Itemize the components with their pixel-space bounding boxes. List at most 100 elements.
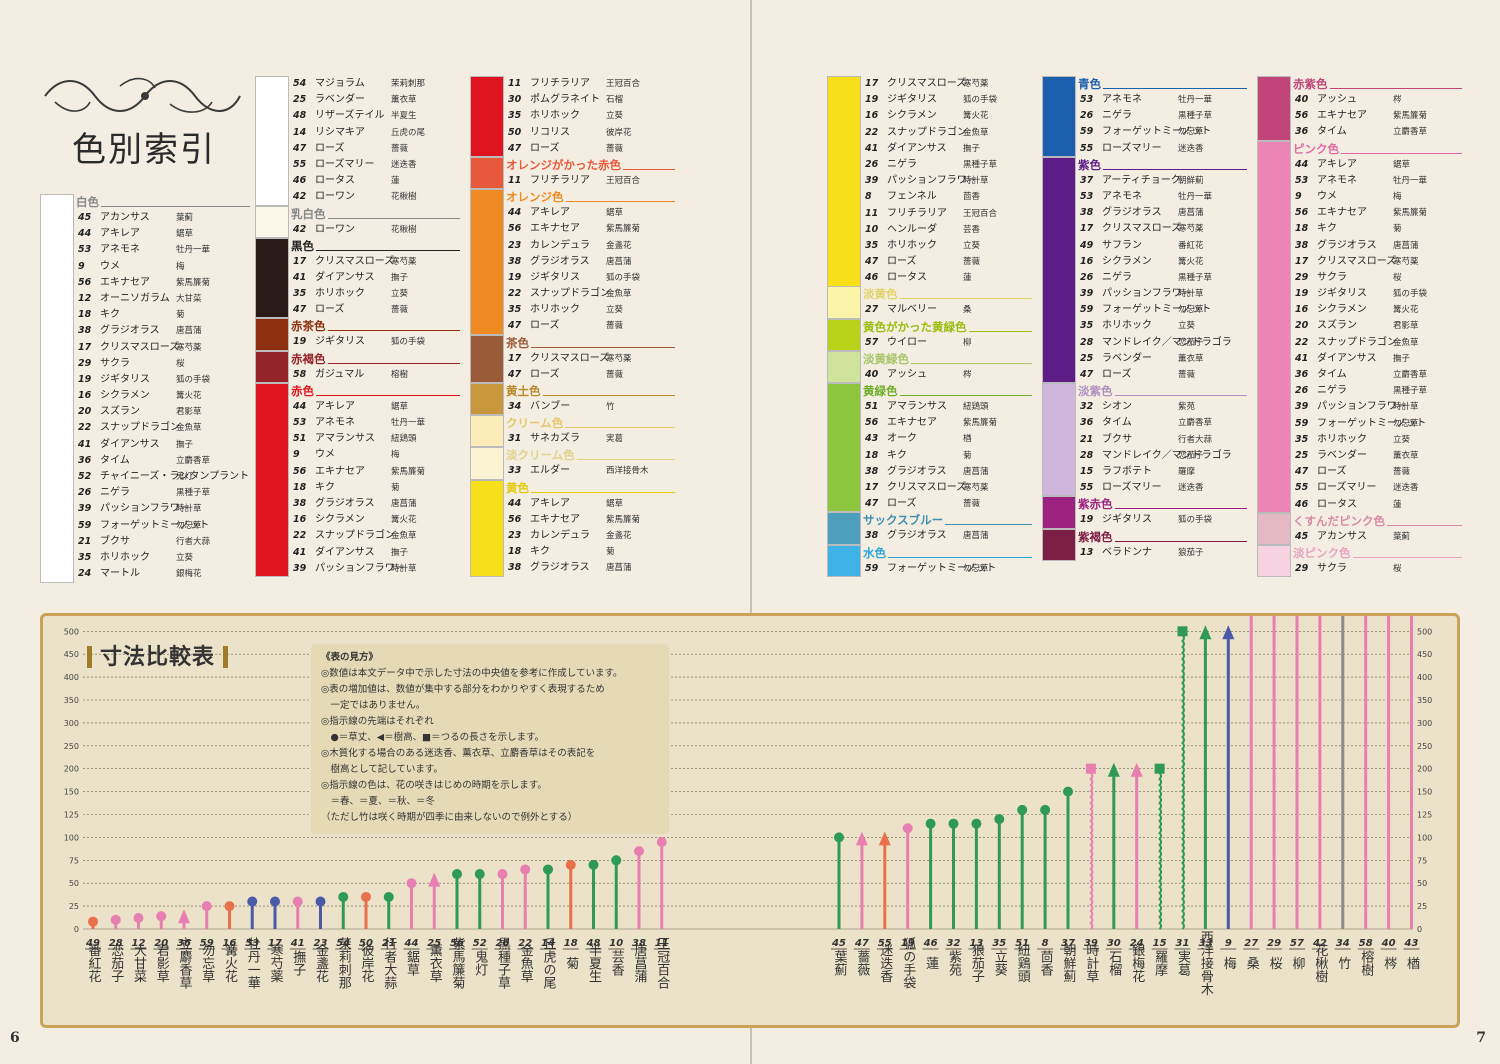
color-group-heading: 淡黄色 [827,286,1032,302]
color-group: 青色 53 アネモネ 牡丹一華 26 ニゲラ 黒種子草 59 フォーゲットミーノット 勿忘草 55 ロ… [1042,76,1247,157]
color-group: 赤褐色 58 ガジュマル 榕樹 [255,350,460,383]
note-line: ◎数値は本文データ中で示した寸法の中央値を参考に作成しています。 [321,668,623,679]
color-swatch [1042,528,1076,561]
plant-number: 54 [336,938,350,949]
color-group: 黄緑色 51 アマランサス 紐鶏頭 56 エキナセア 紫馬簾菊 43 オーク楢 18 キク菊 38 グラ… [827,383,1032,513]
index-entry: 29 サクラ桜 [1295,562,1402,574]
index-entry: 9 ウメ梅 [78,260,185,272]
index-entry: 39 パッションフラワー 時計草 [78,503,202,515]
plant-number: 16 [223,938,237,949]
color-swatch [1042,383,1076,497]
index-entry: 49 サフラン 番紅花 [1080,239,1204,251]
index-entry: 47 ローズ 薔薇 [865,256,981,268]
vine-marker [1085,763,1096,774]
index-entry: 53 アネモネ 牡丹一華 [293,417,426,428]
y-tick-label: 0 [1417,925,1422,934]
plant-number: 45 [831,938,846,949]
note-line: 樹高として記しています。 [321,764,443,775]
index-entry: 35 ホリホック 立葵 [1295,433,1411,445]
plant-name: 大甘菜 [131,944,147,983]
color-group: 乳白色 42 ローワン 花楸樹 [255,205,460,238]
color-column-3: 11 フリチラリア 王冠百合 30 ポムグラネイト 石榴 35 ホリホック 立葵 50 リコリス 彼岸… [470,76,675,577]
index-entry: 45 アカンサス 葉薊 [78,212,194,223]
color-swatch [827,350,861,383]
plant-number: 36 [177,938,191,949]
y-tick-label: 300 [64,719,79,728]
index-entry: 16 シクラメン 篝火花 [78,390,202,402]
note-line: 《表の見方》 [321,652,379,663]
index-entry: 38 グラジオラス 唐菖蒲 [1295,239,1419,251]
color-group-heading: オレンジ色 [470,189,675,205]
index-entry: 53 アネモネ 牡丹一華 [78,244,211,256]
index-entry: 15 ラフボテト 羅摩 [1080,465,1196,477]
tree-marker [1130,762,1143,777]
index-entry: 53 アネモネ 牡丹一華 [1080,190,1213,202]
index-entry: 23 カレンデュラ 金盞花 [508,239,632,251]
index-entry: 33 エルダー 西洋接骨木 [508,465,649,477]
index-entry: 21 ブクサ 行者大蒜 [78,535,211,547]
index-entry: 36 タイム 立麝香草 [78,454,211,466]
plant-number: 30 [1107,938,1121,949]
color-swatch [1257,544,1291,578]
index-entry: 38 グラジオラス 唐菖蒲 [78,325,202,337]
plant-name: 鋸草 [404,950,420,976]
herb-marker [406,878,417,889]
plant-name: 黒種子草 [495,937,511,989]
color-swatch [470,447,504,480]
herb-marker [474,869,485,880]
y-tick-label: 400 [64,673,79,682]
plant-number: 47 [854,938,869,949]
plant-name: 梣 [1381,957,1397,970]
plant-number: 41 [290,938,305,949]
plant-name: 君影草 [154,944,170,983]
index-entry: 47 ローズ 薔薇 [1295,466,1411,478]
index-entry: 38 グラジオラス 唐菖蒲 [865,530,989,542]
herb-marker [292,896,303,907]
index-entry: 43 オーク楢 [865,433,972,445]
color-group-heading: 赤褐色 [255,351,460,367]
herb-marker [452,869,462,880]
plant-name: 紐鶏頭 [1015,944,1030,983]
index-entry: 44 アキレア 鋸草 [1295,158,1411,170]
herb-marker [565,859,576,870]
herb-marker [133,913,144,924]
note-line: 一定ではありません。 [321,700,426,711]
plant-number: 59 [200,938,214,949]
plant-number: 18 [564,938,578,949]
color-group: 黄土色 34 バンブー竹 [470,383,675,416]
plant-name: 迷迭香 [877,944,893,984]
color-swatch [827,383,861,513]
color-group-heading: 紫色 [1042,157,1247,173]
plant-name: 王冠百合 [654,937,670,989]
tree-marker [428,872,441,887]
color-column-1: 白色 45 アカンサス 葉薊 44 アキレア 鋸草 53 アネモネ 牡丹一華 9 ウメ梅 56 エキナセア… [40,194,250,583]
index-entry: 39 パッションフラワー 時計草 [1080,288,1204,300]
index-entry: 22 スナップドラゴン 金魚草 [865,126,989,138]
index-entry: 17 クリスマスローズ 寒芍薬 [293,255,417,267]
index-entry: 20 スズラン 君影草 [78,406,202,418]
vine-line [1181,634,1185,930]
plant-number: 48 [586,938,601,949]
note-line: （ただし竹は咲く時期が四季に由来しないので例外とする） [321,812,578,823]
plant-number: 46 [923,938,938,949]
plant-name: 行者大蒜 [381,937,397,989]
index-entry: 53 アネモネ 牡丹一華 [1295,174,1428,186]
color-group: 茶色 17 クリスマスローズ 寒芍薬 47 ローズ 薔薇 [470,334,675,384]
color-swatch [470,383,504,416]
color-swatch [40,194,74,583]
color-group-heading: 黄土色 [470,383,675,399]
herb-marker [156,911,167,922]
plant-number: 13 [969,938,983,949]
plant-number: 37 [1061,938,1075,949]
herb-marker [948,818,959,829]
index-entry: 59 フォーゲットミーノット 勿忘草 [78,519,210,531]
plant-number: 19 [901,938,915,949]
index-entry: 55 ローズマリー 迷迭香 [293,158,417,170]
index-entry: 30 ポムグラネイト 石榴 [508,94,624,106]
index-entry: 31 サネカズラ 実葛 [508,433,624,445]
plant-name: 丘虎の尾 [541,937,557,990]
index-entry: 9 ウメ梅 [293,449,400,461]
index-entry: 38 グラジオラス 唐菖蒲 [293,497,417,509]
color-swatch [255,350,289,383]
color-group: クリーム色 31 サネカズラ 実葛 [470,415,675,448]
